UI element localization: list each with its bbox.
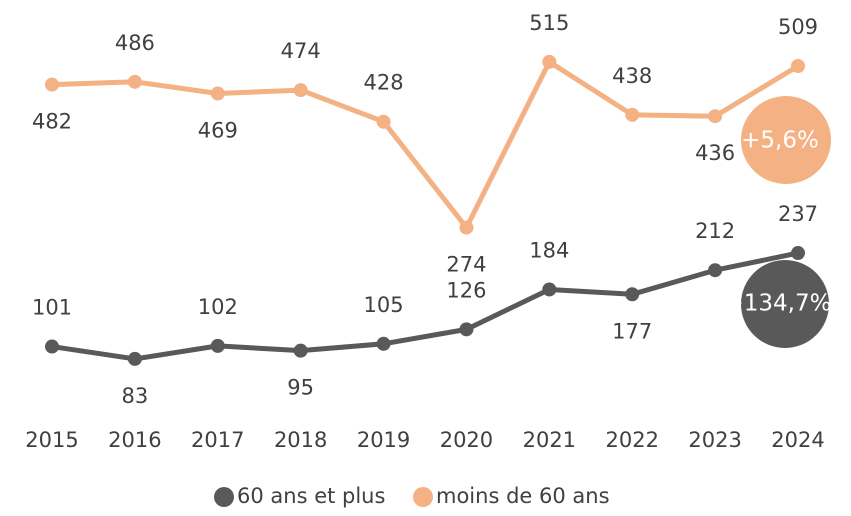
point (293, 343, 308, 358)
point (293, 83, 308, 98)
annotation: +134,7% (725, 291, 832, 317)
point (791, 246, 805, 261)
x-tick-label: 2021 (523, 428, 576, 452)
legend-marker (413, 487, 433, 507)
data-label: 177 (612, 319, 652, 343)
point (127, 351, 142, 366)
x-tick-label: 2016 (108, 428, 161, 452)
data-label: 237 (778, 202, 818, 226)
line (51, 250, 799, 362)
data-label: 105 (364, 293, 404, 317)
point (45, 77, 59, 92)
data-label: 102 (198, 295, 238, 319)
legend-marker (214, 487, 234, 507)
data-label: 469 (198, 119, 238, 143)
data-label: 436 (695, 141, 735, 165)
point (542, 54, 557, 69)
point (625, 107, 640, 122)
point (708, 109, 723, 124)
x-tick-label: 2017 (191, 428, 244, 452)
point (542, 282, 557, 297)
point (459, 322, 474, 337)
data-label: 83 (122, 384, 149, 408)
x-tick-label: 2020 (440, 428, 493, 452)
data-label: 274 (446, 253, 486, 277)
x-tick-label: 2024 (771, 428, 824, 452)
data-label: 212 (695, 219, 735, 243)
annotation-bubble (741, 260, 829, 348)
data-label: 126 (446, 278, 486, 302)
point (45, 339, 59, 354)
annotation-bubble (741, 96, 831, 184)
legend-label: moins de 60 ans (436, 484, 610, 508)
legend-label: 60 ans et plus (237, 484, 385, 508)
point (376, 336, 391, 351)
point (708, 263, 723, 278)
point (459, 220, 474, 235)
point (625, 287, 640, 302)
point (210, 86, 225, 101)
annotation: +5,6% (741, 128, 819, 154)
data-label: 482 (32, 110, 72, 134)
x-tick-label: 2022 (605, 428, 658, 452)
data-label: 474 (281, 39, 321, 63)
data-label: 184 (529, 238, 569, 262)
point (791, 59, 805, 74)
point (210, 338, 225, 353)
x-tick-label: 2018 (274, 428, 327, 452)
point (127, 74, 142, 89)
data-label: 438 (612, 64, 652, 88)
data-label: 101 (32, 296, 72, 320)
line (51, 59, 800, 231)
data-label: 486 (115, 31, 155, 55)
x-tick-label: 2015 (25, 428, 78, 452)
x-tick-label: 2023 (688, 428, 741, 452)
data-label: 428 (364, 71, 404, 95)
data-label: 509 (778, 15, 818, 39)
x-tick-label: 2019 (357, 428, 410, 452)
data-label: 95 (287, 376, 314, 400)
data-label: 515 (529, 11, 569, 35)
point (376, 114, 391, 129)
